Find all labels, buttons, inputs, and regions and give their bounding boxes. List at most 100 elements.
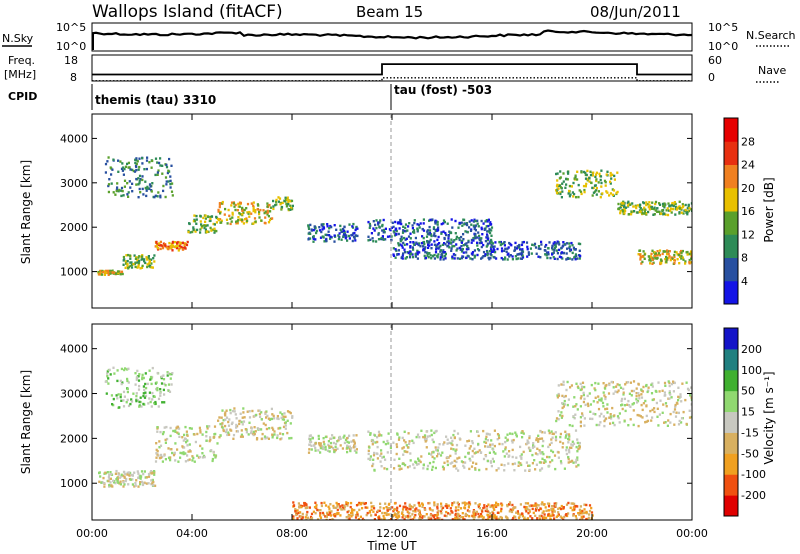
power-cell: [664, 258, 667, 261]
velocity-cell: [414, 510, 417, 513]
power-cell: [254, 211, 257, 214]
velocity-cell: [355, 504, 359, 507]
velocity-cell: [436, 505, 439, 509]
power-cell: [671, 202, 674, 205]
velocity-cell: [283, 412, 286, 415]
power-cell: [487, 256, 490, 260]
power-cell: [480, 227, 483, 231]
power-cell: [161, 244, 164, 248]
power-cell: [595, 171, 598, 174]
velocity-cell: [629, 381, 632, 384]
velocity-cell: [535, 503, 538, 506]
velocity-cell: [582, 511, 585, 515]
velocity-cell: [378, 433, 381, 436]
velocity-cell: [235, 426, 238, 429]
velocity-cell: [489, 505, 492, 509]
power-cell: [518, 243, 521, 247]
velocity-colorbar-swatch: [724, 495, 738, 517]
velocity-cell: [651, 408, 654, 412]
velocity-cell: [423, 436, 426, 439]
velocity-cell: [457, 508, 460, 512]
velocity-cell: [598, 415, 601, 418]
power-cell: [253, 217, 257, 220]
power-cell: [604, 181, 607, 184]
velocity-cell: [106, 471, 109, 474]
velocity-cell: [612, 421, 615, 425]
power-cell: [212, 222, 215, 226]
velocity-cell: [673, 423, 676, 426]
velocity-cell: [472, 516, 475, 519]
power-cell: [690, 257, 692, 260]
power-cell: [451, 226, 454, 229]
velocity-cell: [482, 516, 485, 519]
power-cell: [460, 250, 464, 253]
velocity-cell: [192, 456, 195, 460]
power-cell: [409, 246, 412, 249]
velocity-cell: [453, 501, 456, 504]
power-cell: [135, 157, 138, 160]
velocity-cell: [589, 410, 592, 413]
power-cell: [320, 230, 323, 234]
velocity-cell: [611, 406, 614, 410]
velocity-cell: [508, 501, 512, 504]
velocity-cell: [263, 435, 267, 438]
power-cell: [309, 232, 312, 235]
velocity-cell: [119, 480, 122, 483]
power-cell: [230, 204, 233, 207]
velocity-cell: [384, 458, 387, 461]
power-cell: [100, 273, 104, 276]
velocity-cell: [230, 422, 233, 426]
velocity-cell: [400, 467, 403, 470]
velocity-cell: [490, 464, 493, 468]
velocity-cell: [142, 394, 145, 398]
velocity-cell: [351, 512, 354, 515]
velocity-cell: [486, 459, 489, 463]
power-cell: [120, 167, 124, 170]
velocity-cell: [332, 441, 335, 445]
velocity-cell: [137, 388, 141, 391]
velocity-cell: [430, 517, 433, 520]
velocity-cell: [583, 508, 586, 511]
velocity-cell: [429, 508, 432, 511]
power-cell: [578, 254, 582, 257]
velocity-cell: [377, 516, 380, 519]
velocity-cell: [467, 451, 470, 455]
velocity-cell: [182, 439, 185, 442]
power-cell: [111, 271, 114, 274]
velocity-cell: [336, 447, 339, 450]
velocity-cell: [332, 504, 335, 508]
power-cell: [245, 217, 248, 220]
power-cell: [145, 189, 148, 192]
power-cell: [619, 211, 622, 215]
velocity-cell: [236, 425, 239, 428]
power-cell: [399, 238, 402, 241]
power-cell: [252, 222, 255, 225]
velocity-cell: [339, 505, 342, 508]
power-cell: [266, 209, 269, 213]
velocity-cell: [155, 448, 158, 452]
velocity-cell: [613, 423, 616, 427]
velocity-cell: [635, 395, 638, 398]
velocity-cell: [559, 435, 562, 439]
power-cell: [215, 229, 218, 233]
velocity-cell: [557, 392, 560, 396]
power-cell: [104, 171, 107, 174]
power-cell: [231, 211, 234, 215]
velocity-cell: [436, 513, 440, 516]
velocity-cell: [574, 429, 578, 432]
power-cell: [678, 262, 681, 265]
power-cell: [418, 242, 421, 245]
power-cell: [409, 250, 412, 253]
velocity-cell: [284, 427, 287, 430]
velocity-cell: [432, 460, 435, 464]
velocity-cell: [279, 432, 282, 435]
velocity-cell: [552, 514, 555, 517]
velocity-cell: [184, 452, 187, 455]
velocity-cell: [153, 402, 156, 405]
velocity-cell: [432, 515, 435, 519]
nsearch-tick-bottom: 10^0: [708, 40, 738, 53]
power-cell: [671, 207, 674, 211]
power-cell: [409, 232, 412, 235]
velocity-cell: [555, 502, 558, 505]
velocity-cell: [578, 445, 581, 448]
